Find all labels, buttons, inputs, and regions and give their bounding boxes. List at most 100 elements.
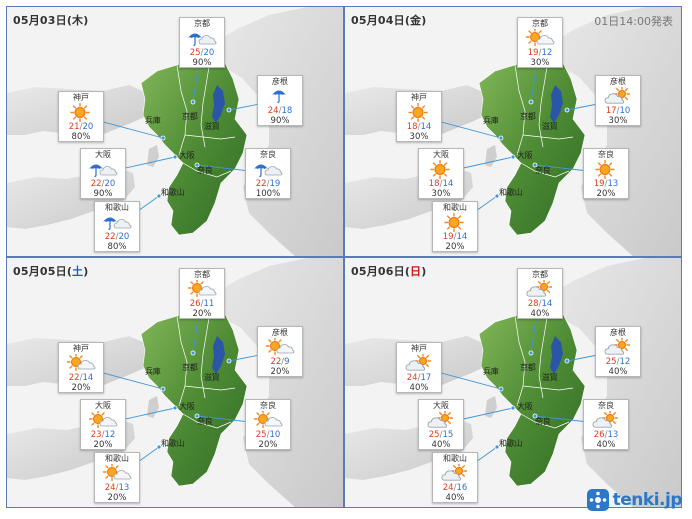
city-forecast-card-wakayama[interactable]: 和歌山 24/16 40% [432,452,478,503]
prefecture-label: 和歌山 [499,439,523,448]
precip-probability: 40% [530,309,550,319]
rain-cloud-weather-icon [95,213,139,232]
temperature: 26/13 [584,430,628,440]
date-close: ) [83,265,89,278]
city-marker [532,413,538,419]
weekday: 木 [72,14,84,27]
tenki-logo[interactable]: tenki.jp [586,489,683,511]
high-temp: 22 [68,373,80,383]
city-forecast-card-hikone[interactable]: 彦根 22/9 20% [257,326,303,377]
city-marker [160,386,166,392]
precip-probability: 20% [93,440,113,450]
temp-separator: / [115,232,119,242]
high-temp: 22 [270,357,282,367]
temperature: 24/16 [433,483,477,493]
city-forecast-card-nara[interactable]: 奈良 19/13 20% [583,148,629,199]
city-forecast-card-osaka[interactable]: 大阪 25/15 40% [418,399,464,450]
forecast-date: 05月06日(日) [351,263,426,279]
temperature: 24/13 [95,483,139,493]
city-marker [172,405,178,411]
city-name: 奈良 [598,401,614,410]
city-forecast-card-kobe[interactable]: 神戸 22/14 20% [58,342,104,393]
high-temp: 21 [68,122,80,132]
prefecture-label: 和歌山 [161,439,185,448]
precip-probability: 40% [608,367,628,377]
city-forecast-card-hikone[interactable]: 彦根 25/12 40% [595,326,641,377]
city-forecast-card-kyoto[interactable]: 京都 19/12 30% [517,17,563,68]
temperature: 19/13 [584,179,628,189]
temp-separator: / [79,373,83,383]
precip-probability: 40% [431,440,451,450]
city-forecast-card-wakayama[interactable]: 和歌山 24/13 20% [94,452,140,503]
issued-time: 01日14:00発表 [594,15,673,28]
forecast-panel-day-2: 京都 兵庫 滋賀 大阪 奈良 和歌山 05月04日(金) 01日14:00発表 京都 19/1… [344,6,682,257]
city-forecast-card-kyoto[interactable]: 京都 25/20 90% [179,17,225,68]
city-forecast-card-hikone[interactable]: 彦根 24/18 90% [257,75,303,126]
city-marker [156,444,162,450]
high-temp: 25 [605,357,617,367]
low-temp: 16 [456,483,468,493]
high-temp: 24 [406,373,418,383]
city-marker [194,162,200,168]
city-forecast-card-kobe[interactable]: 神戸 21/20 80% [58,91,104,142]
low-temp: 10 [269,430,281,440]
low-temp: 20 [118,232,130,242]
city-name: 京都 [194,270,210,279]
high-temp: 22 [104,232,116,242]
precip-probability: 20% [192,309,212,319]
sun-cloud-weather-icon [246,411,290,430]
city-marker [510,405,516,411]
rain-cloud-weather-icon [81,160,125,179]
city-name: 彦根 [610,77,626,86]
city-marker [510,154,516,160]
temp-separator: / [616,357,620,367]
high-temp: 28 [527,299,539,309]
high-temp: 25 [189,48,201,58]
city-forecast-card-kyoto[interactable]: 京都 28/14 40% [517,268,563,319]
date-close: ) [421,265,427,278]
city-forecast-card-wakayama[interactable]: 和歌山 19/14 20% [432,201,478,252]
forecast-date: 05月05日(土) [13,263,88,279]
city-forecast-card-osaka[interactable]: 大阪 18/14 30% [418,148,464,199]
city-forecast-card-kyoto[interactable]: 京都 26/11 20% [179,268,225,319]
city-forecast-card-nara[interactable]: 奈良 25/10 20% [245,399,291,450]
city-forecast-card-osaka[interactable]: 大阪 23/12 20% [80,399,126,450]
high-temp: 19 [593,179,605,189]
temp-separator: / [417,122,421,132]
high-temp: 24 [104,483,116,493]
temperature: 18/14 [419,179,463,189]
precip-probability: 80% [71,132,91,142]
temp-separator: / [101,430,105,440]
date-text: 05月03日( [13,14,73,27]
temp-separator: / [79,122,83,132]
temp-separator: / [453,232,457,242]
high-temp: 17 [605,106,617,116]
temp-separator: / [453,483,457,493]
prefecture-label: 京都 [520,112,536,121]
low-temp: 18 [281,106,293,116]
low-temp: 14 [456,232,468,242]
city-marker [172,154,178,160]
temperature: 25/10 [246,430,290,440]
city-forecast-card-hikone[interactable]: 彦根 17/10 30% [595,75,641,126]
city-forecast-card-kobe[interactable]: 神戸 24/17 40% [396,342,442,393]
cloud-sun-weather-icon [596,338,640,357]
city-forecast-card-nara[interactable]: 奈良 26/13 40% [583,399,629,450]
city-forecast-card-osaka[interactable]: 大阪 22/20 90% [80,148,126,199]
low-temp: 13 [607,179,619,189]
temperature: 21/20 [59,122,103,132]
city-marker [532,162,538,168]
low-temp: 14 [442,179,454,189]
city-name: 京都 [532,270,548,279]
city-marker [564,358,570,364]
sun-cloud-weather-icon [518,29,562,48]
prefecture-label: 大阪 [517,151,533,160]
temp-separator: / [604,179,608,189]
city-forecast-card-wakayama[interactable]: 和歌山 22/20 80% [94,201,140,252]
city-forecast-card-kobe[interactable]: 神戸 18/14 30% [396,91,442,142]
high-temp: 22 [90,179,102,189]
low-temp: 10 [619,106,631,116]
city-forecast-card-nara[interactable]: 奈良 22/19 100% [245,148,291,199]
high-temp: 26 [189,299,201,309]
prefecture-label: 和歌山 [499,188,523,197]
